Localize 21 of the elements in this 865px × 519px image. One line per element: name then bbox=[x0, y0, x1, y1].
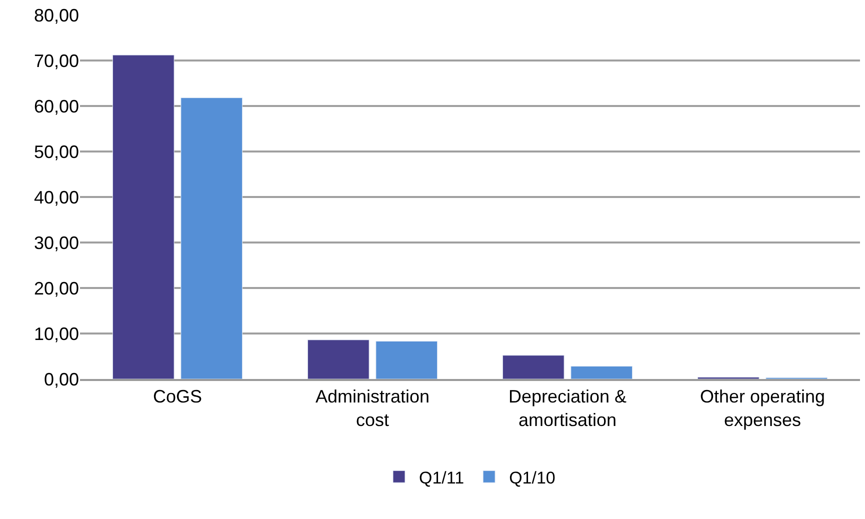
y-tick-label: 80,00 bbox=[34, 5, 79, 26]
x-tick-label: CoGS bbox=[152, 386, 202, 407]
y-tick-label: 30,00 bbox=[34, 232, 79, 253]
y-tick-label: 20,00 bbox=[34, 278, 79, 298]
y-tick-label: 50,00 bbox=[34, 142, 79, 162]
y-tick-label: 60,00 bbox=[34, 96, 79, 116]
x-tick-label: Administration cost bbox=[315, 386, 430, 430]
bar bbox=[376, 340, 438, 379]
bar bbox=[112, 54, 174, 379]
bar bbox=[307, 340, 370, 379]
y-tick-label: 40,00 bbox=[34, 187, 79, 208]
y-tick-label: 10,00 bbox=[34, 324, 79, 344]
legend-label: Q1/11 bbox=[419, 468, 464, 488]
y-tick-label: 0,00 bbox=[44, 369, 79, 390]
x-tick-label: Other operating expenses bbox=[700, 386, 826, 430]
legend-label: Q1/10 bbox=[509, 468, 556, 488]
y-tick-label: 70,00 bbox=[34, 50, 79, 71]
x-tick-label: Depreciation & amortisation bbox=[508, 386, 627, 430]
bar bbox=[502, 355, 564, 379]
bar bbox=[570, 366, 633, 379]
bar bbox=[180, 98, 243, 379]
